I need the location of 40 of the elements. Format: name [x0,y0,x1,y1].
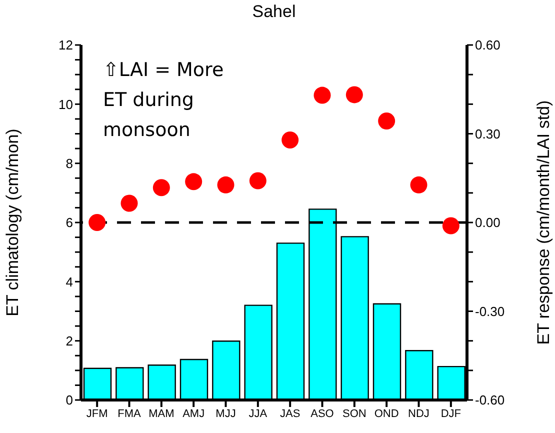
y-tick-label: 12 [58,38,73,53]
y2-tick-label: 0.30 [475,126,500,142]
y2-tick-label: 0.60 [475,38,500,53]
y-tick-label: 2 [66,333,73,348]
point [217,176,234,194]
x-tick-label: DJF [440,408,462,420]
x-tick-label: FMA [118,408,142,420]
x-tick-label: SON [342,408,366,420]
y2-tick-label: -0.60 [475,392,505,408]
point [410,176,428,194]
y-axis-title: ET climatology (cm/mon) [3,128,22,316]
x-tick-label: ASO [310,408,334,420]
x-tick-label: JAS [280,408,300,420]
y-tick-label: 10 [58,96,73,112]
annotation: ⇧LAI = More ET during monsoon [103,58,224,143]
x-tick-label: JFM [86,408,108,420]
point [378,112,396,130]
y-tick-label: 4 [66,274,73,290]
x-tick-label: OND [374,408,399,420]
y2-tick-label: -0.30 [475,304,505,319]
point [152,179,170,196]
x-tick-label: MAM [148,408,174,420]
y-tick-label: 8 [66,156,73,171]
point [88,214,106,231]
x-tick-label: NDJ [408,408,430,420]
y2-tick-label: 0.00 [475,215,500,230]
x-tick-label: MJJ [216,408,236,420]
point [346,86,363,104]
point [249,172,266,190]
y2-axis-title: ET response (cm/month/LAI std) [534,100,554,345]
y-tick-label: 0 [66,392,73,408]
point [120,194,138,212]
y-tick-label: 6 [66,215,73,230]
point [185,173,202,190]
point [282,131,299,148]
x-tick-label: AMJ [182,408,205,420]
chart-title: Sahel [251,2,297,22]
point [442,217,460,234]
x-tick-label: JJA [248,408,268,420]
point [314,86,331,104]
